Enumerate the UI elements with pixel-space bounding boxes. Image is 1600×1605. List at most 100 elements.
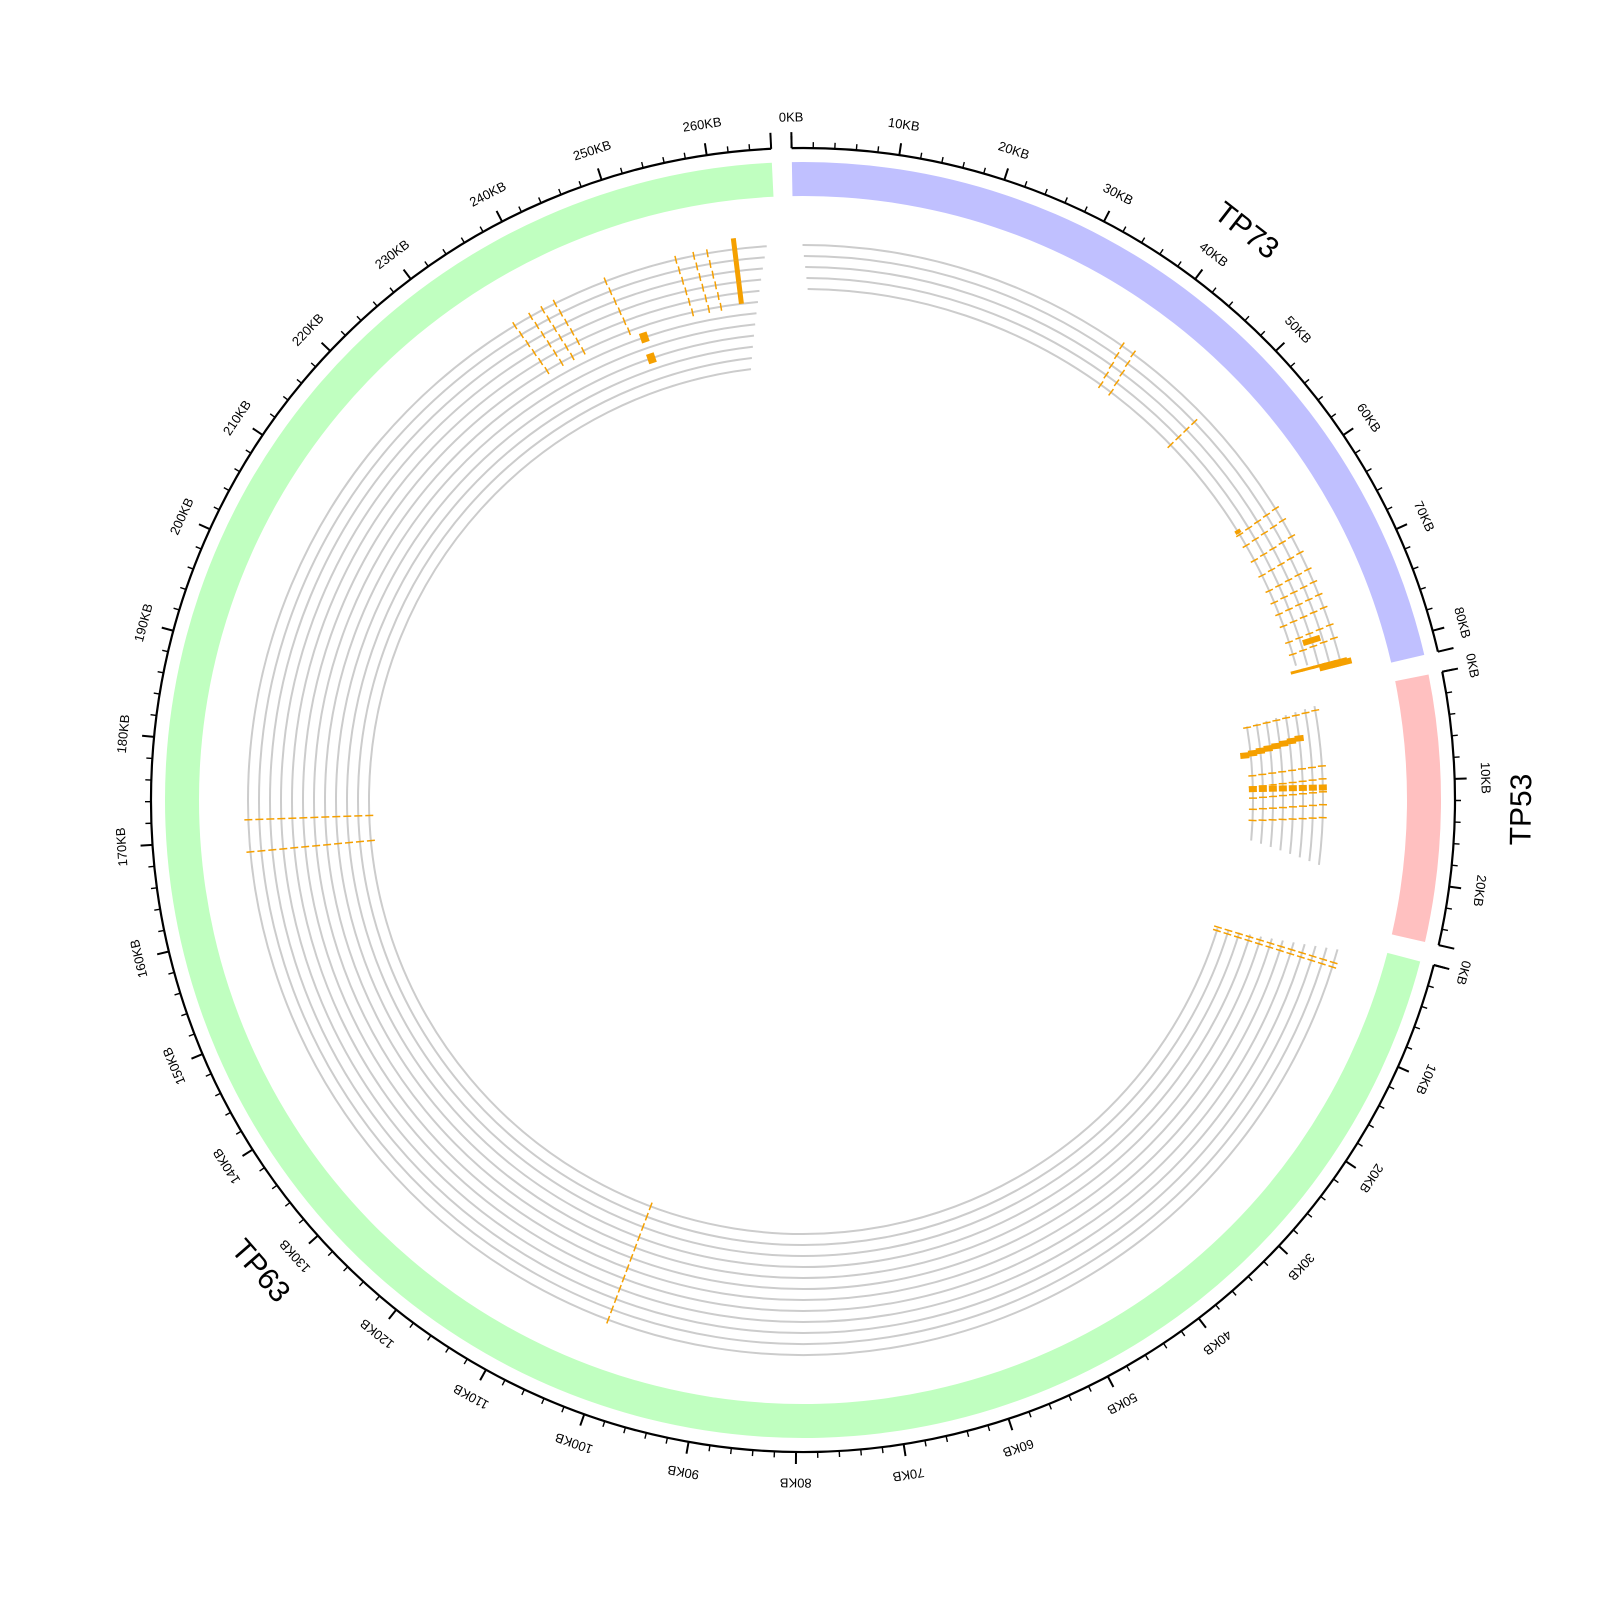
minor-tick bbox=[727, 146, 728, 152]
minor-tick bbox=[519, 207, 522, 212]
minor-tick bbox=[174, 608, 180, 610]
exon-mark bbox=[1302, 635, 1321, 646]
exon-mark bbox=[1249, 808, 1257, 810]
exon-mark bbox=[1272, 506, 1280, 511]
tick-label-tp63: 20KB bbox=[1357, 1161, 1387, 1196]
minor-tick bbox=[1178, 262, 1181, 267]
exon-mark bbox=[1279, 785, 1287, 791]
major-tick bbox=[404, 270, 411, 280]
transcript-line-tp63 bbox=[303, 302, 1283, 1300]
exon-mark bbox=[1309, 805, 1317, 807]
minor-tick bbox=[1229, 302, 1233, 307]
minor-tick bbox=[1366, 469, 1371, 472]
minor-tick bbox=[272, 1185, 277, 1189]
tick-label-tp63: 260KB bbox=[682, 114, 723, 135]
minor-tick bbox=[1089, 1386, 1092, 1391]
axis-arc-tp73 bbox=[792, 148, 1438, 652]
tick-label-tp63: 60KB bbox=[1001, 1436, 1036, 1460]
tick-label-tp53: 10KB bbox=[1478, 762, 1494, 794]
major-tick bbox=[1398, 1067, 1409, 1072]
transcript-line-tp63 bbox=[369, 369, 1218, 1234]
minor-tick bbox=[1029, 1412, 1031, 1418]
minor-tick bbox=[341, 331, 345, 335]
ideogram-tp53 bbox=[1392, 674, 1441, 942]
tick-label-tp63: 70KB bbox=[892, 1465, 926, 1485]
minor-tick bbox=[1264, 1261, 1268, 1265]
tick-label-tp63: 140KB bbox=[210, 1146, 244, 1187]
axis-endcap bbox=[1439, 945, 1455, 949]
minor-tick bbox=[181, 1014, 187, 1016]
minor-tick bbox=[1212, 288, 1216, 293]
minor-tick bbox=[1427, 608, 1433, 610]
minor-tick bbox=[168, 972, 174, 974]
exon-mark bbox=[321, 816, 329, 818]
minor-tick bbox=[410, 1323, 414, 1328]
tick-label-tp63: 170KB bbox=[113, 827, 131, 867]
exon-mark bbox=[1319, 784, 1327, 790]
minor-tick bbox=[579, 181, 581, 187]
minor-tick bbox=[480, 227, 483, 232]
transcript-line-tp53 bbox=[1266, 721, 1273, 847]
minor-tick bbox=[1449, 714, 1455, 715]
minor-tick bbox=[428, 1335, 431, 1340]
tick-label-tp73: 10KB bbox=[887, 115, 921, 135]
exon-mark bbox=[332, 816, 340, 818]
minor-tick bbox=[1232, 1291, 1236, 1296]
major-tick bbox=[686, 1442, 688, 1454]
exon-mark bbox=[1309, 817, 1317, 819]
exon-mark bbox=[1249, 797, 1257, 799]
exon-mark bbox=[1259, 786, 1267, 792]
tick-label-tp53: 20KB bbox=[1470, 874, 1489, 908]
transcript-line-tp63 bbox=[292, 291, 1294, 1311]
tick-label-tp63: 90KB bbox=[666, 1462, 700, 1482]
minor-tick bbox=[235, 469, 240, 472]
exon-mark bbox=[1279, 783, 1287, 785]
major-tick bbox=[322, 343, 331, 351]
tick-label-tp73: 30KB bbox=[1101, 180, 1136, 208]
tick-label-tp63: 180KB bbox=[114, 714, 133, 754]
minor-tick bbox=[624, 1427, 626, 1433]
minor-tick bbox=[1085, 207, 1088, 212]
tick-label-tp73: 0KB bbox=[779, 109, 804, 124]
transcript-line-tp53 bbox=[1257, 724, 1263, 844]
transcript-line-tp63 bbox=[358, 358, 1228, 1245]
transcript-tracks bbox=[248, 245, 1341, 1355]
minor-tick bbox=[154, 909, 160, 910]
tick-label-tp73: 50KB bbox=[1282, 313, 1315, 346]
tick-label-tp63: 160KB bbox=[127, 938, 151, 979]
minor-tick bbox=[225, 1112, 230, 1115]
minor-tick bbox=[283, 396, 288, 400]
minor-tick bbox=[559, 189, 561, 195]
exon-mark bbox=[244, 819, 252, 821]
major-tick bbox=[1004, 168, 1008, 179]
transcript-line-tp63 bbox=[270, 269, 1316, 1333]
minor-tick bbox=[1160, 249, 1163, 254]
exon-mark bbox=[299, 817, 307, 819]
major-tick bbox=[309, 1236, 318, 1244]
minor-tick bbox=[285, 1202, 290, 1206]
minor-tick bbox=[188, 567, 194, 569]
transcript-line-tp73 bbox=[804, 256, 1330, 665]
major-tick bbox=[1449, 887, 1461, 889]
minor-tick bbox=[151, 888, 157, 889]
tick-label-tp73: 80KB bbox=[1451, 605, 1474, 640]
minor-tick bbox=[357, 316, 361, 320]
major-tick bbox=[904, 1444, 906, 1456]
major-tick bbox=[142, 736, 154, 737]
transcript-line-tp53 bbox=[1247, 726, 1253, 840]
tick-label-tp63: 80KB bbox=[780, 1475, 812, 1490]
exon-mark bbox=[1279, 819, 1287, 821]
exon-mark bbox=[1308, 766, 1316, 768]
exon-mark bbox=[354, 815, 362, 817]
minor-tick bbox=[270, 414, 275, 418]
exon-mark bbox=[1259, 808, 1267, 810]
exon-mark bbox=[1269, 796, 1277, 798]
transcript-line-tp53 bbox=[1286, 715, 1293, 854]
transcript-line-tp73 bbox=[805, 267, 1318, 665]
minor-tick bbox=[373, 302, 377, 307]
exon-mark bbox=[1269, 807, 1277, 809]
minor-tick bbox=[1406, 1047, 1412, 1049]
minor-tick bbox=[1405, 547, 1411, 549]
tick-label-tp63: 30KB bbox=[1285, 1250, 1318, 1283]
